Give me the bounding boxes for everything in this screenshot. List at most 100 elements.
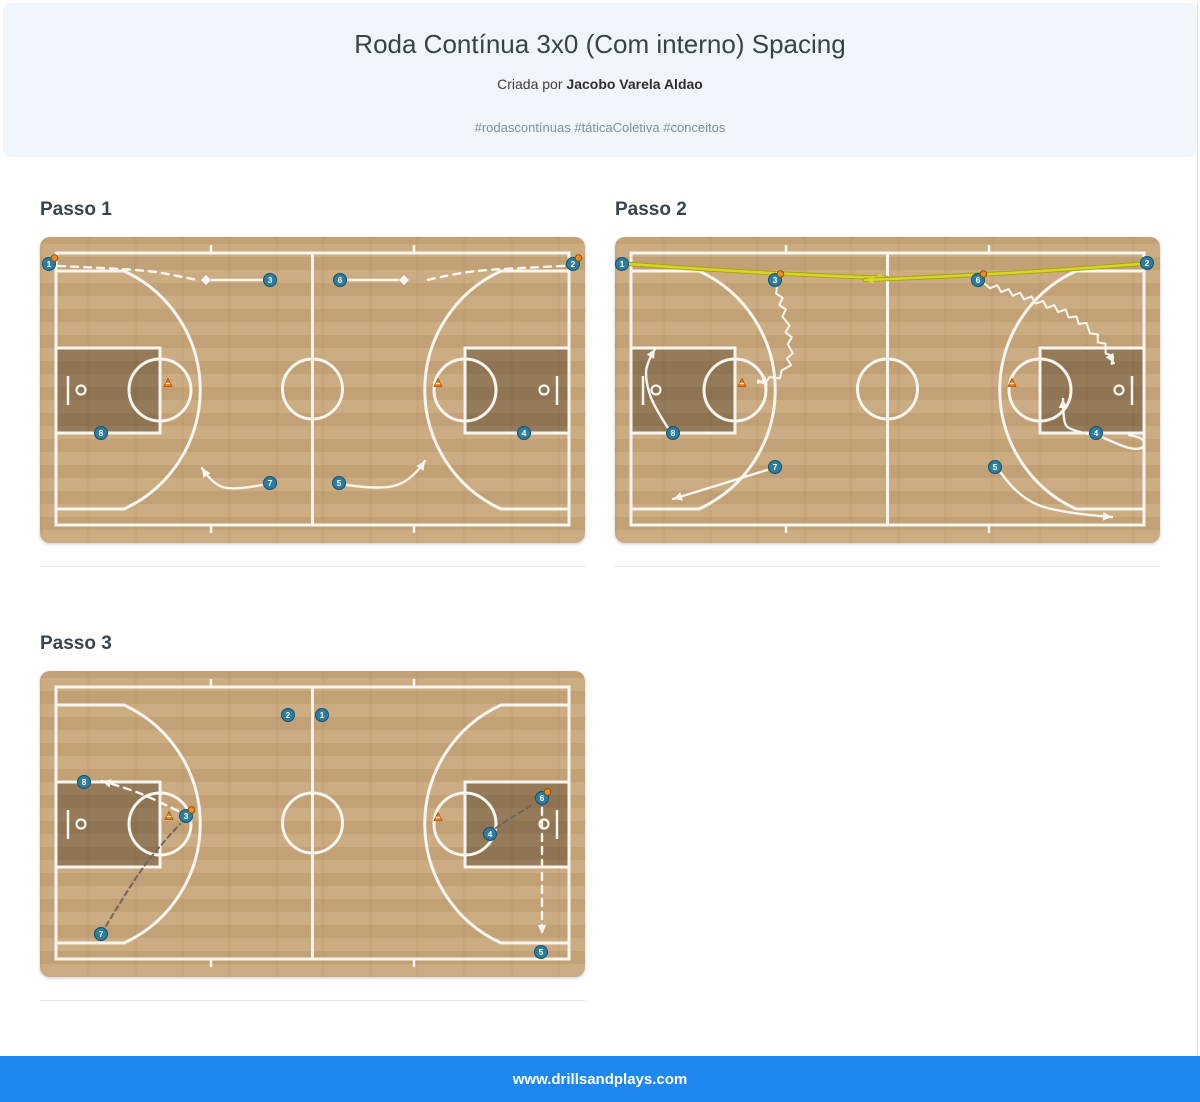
player-number: 3	[268, 275, 273, 285]
darkdash-line	[105, 822, 181, 927]
player-number: 6	[338, 275, 343, 285]
player-marker: 2	[566, 254, 583, 271]
player-number: 8	[82, 777, 87, 787]
ball-icon	[187, 805, 196, 814]
right-key	[465, 347, 569, 433]
player-number: 5	[539, 947, 544, 957]
player-marker: 3	[768, 270, 785, 287]
player-number: 1	[47, 259, 52, 269]
ball-icon	[574, 254, 583, 262]
player-marker: 7	[768, 459, 782, 474]
arrowhead	[537, 924, 547, 934]
court-lines	[629, 244, 1146, 533]
left-key	[631, 347, 735, 433]
section-divider	[615, 565, 1160, 567]
arrowhead	[1102, 511, 1112, 521]
arrowhead	[673, 492, 683, 501]
player-number: 8	[99, 428, 104, 438]
cone-icon	[433, 377, 443, 387]
arrowhead	[1105, 352, 1114, 363]
header-card: Roda Contínua 3x0 (Com interno) Spacing …	[3, 3, 1197, 157]
author-name: Jacobo Varela Aldao	[566, 75, 703, 92]
section-divider	[40, 565, 585, 567]
player-marker: 1	[315, 707, 329, 722]
step-heading: Passo 2	[615, 199, 687, 220]
court-diagram-passo-2: 1 2 3 6 8 4 7 5	[615, 236, 1160, 543]
player-number: 7	[773, 462, 778, 472]
court-svg: 2 1 8 3 7 4 6 5	[54, 678, 571, 967]
player-number: 6	[540, 793, 545, 803]
player-marker: 8	[94, 425, 108, 440]
arrowhead	[416, 460, 425, 471]
player-marker: 3	[263, 272, 277, 287]
byline: Criada por Jacobo Varela Aldao	[497, 76, 703, 92]
move-line	[999, 471, 1114, 519]
player-marker: 1	[42, 254, 59, 271]
player-marker: 4	[483, 826, 497, 841]
arrowhead	[102, 779, 112, 788]
player-number: 5	[337, 478, 342, 488]
steps-grid: Passo 1 1 2 3 6 8 4 7 5 Passo 2 1 2 3 6 8 4 7 5 Passo …	[40, 157, 1160, 1001]
player-number: 3	[773, 275, 778, 285]
handoff-diamond	[397, 273, 411, 286]
player-number: 1	[620, 259, 625, 269]
player-marker: 6	[535, 787, 552, 805]
arrowhead	[865, 275, 875, 284]
player-number: 7	[268, 478, 273, 488]
ball-icon	[50, 254, 59, 262]
player-number: 4	[488, 829, 493, 839]
ball-icon	[979, 270, 988, 278]
page-title: Roda Contínua 3x0 (Com interno) Spacing	[354, 29, 846, 59]
player-marker: 8	[77, 774, 91, 789]
step-heading: Passo 1	[40, 199, 112, 220]
footer-bar: www.drillsandplays.com	[0, 1056, 1200, 1102]
move-line	[644, 347, 670, 430]
move-line	[1061, 397, 1090, 436]
cone-icon	[164, 810, 174, 820]
page-right-edge	[1197, 3, 1198, 1057]
pass-line	[56, 264, 199, 282]
cone-icon	[737, 377, 747, 387]
court-diagram-passo-3: 2 1 8 3 7 4 6 5	[40, 670, 585, 977]
main-content: Passo 1 1 2 3 6 8 4 7 5 Passo 2 1 2 3 6 8 4 7 5 Passo …	[0, 157, 1200, 1001]
arrowhead	[202, 467, 211, 478]
step-heading: Passo 3	[40, 632, 112, 654]
ball-icon	[543, 787, 552, 796]
player-number: 1	[320, 710, 325, 720]
court-svg: 1 2 3 6 8 4 7 5	[615, 244, 1154, 533]
player-number: 3	[184, 811, 189, 821]
yellow-line	[628, 262, 889, 280]
pass-line	[100, 779, 180, 812]
handoff-diamond	[199, 273, 213, 286]
player-marker: 6	[971, 270, 988, 287]
player-number: 7	[99, 929, 104, 939]
left-key	[56, 347, 160, 433]
move-line	[671, 468, 769, 501]
footer-url[interactable]: www.drillsandplays.com	[512, 1070, 688, 1088]
arrowhead	[758, 376, 768, 385]
player-marker: 1	[615, 256, 629, 271]
dribble-line	[984, 282, 1115, 365]
court-lines	[54, 244, 571, 533]
cone-icon	[1007, 377, 1017, 387]
court-lines	[54, 678, 571, 967]
ball-icon	[776, 270, 785, 278]
player-marker: 5	[332, 475, 346, 490]
yellow-line	[863, 262, 1141, 282]
player-marker: 5	[988, 459, 1002, 474]
byline-prefix: Criada por	[497, 75, 563, 92]
player-marker: 7	[263, 475, 277, 490]
court-svg: 1 2 3 6 8 4 7 5	[42, 244, 583, 533]
player-number: 2	[1145, 258, 1150, 268]
move-line	[345, 459, 427, 489]
player-number: 2	[286, 710, 291, 720]
arrowhead	[646, 348, 655, 359]
player-number: 4	[522, 428, 527, 438]
darkdash-line	[495, 802, 535, 829]
right-key	[465, 781, 569, 867]
move-line	[200, 466, 264, 490]
dribble-line	[757, 285, 794, 385]
hashtags: #rodascontínuas #táticaColetiva #conceit…	[474, 119, 726, 135]
arrowhead	[1058, 398, 1068, 408]
player-marker: 2	[1140, 255, 1154, 270]
